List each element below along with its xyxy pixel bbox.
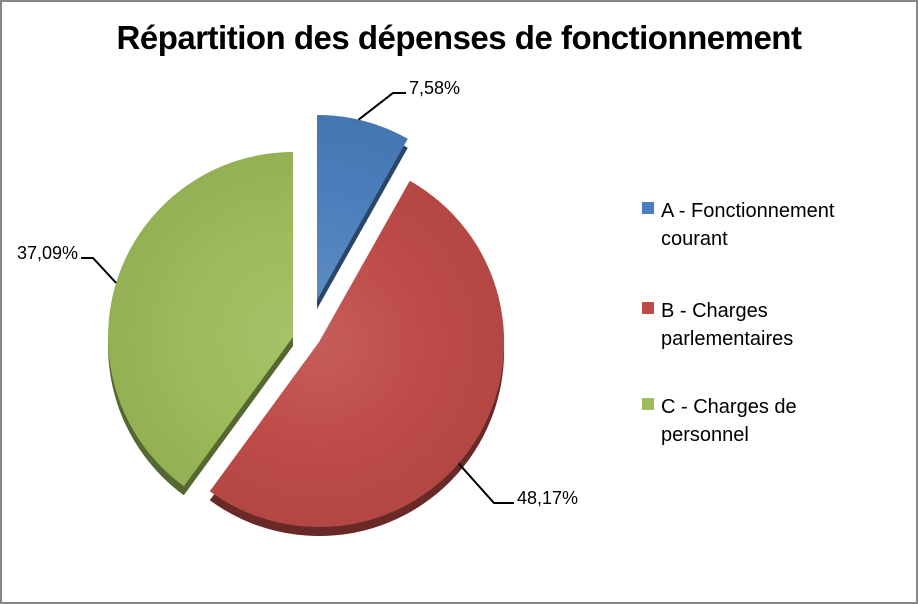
legend-label-a: A - Fonctionnement courant (661, 200, 835, 250)
legend-item-b: B - Charges parlementaires (642, 297, 793, 353)
pie-slice-a (317, 115, 408, 300)
data-label-c: 37,09% (17, 243, 78, 263)
legend-label-c: C - Charges de personnel (661, 396, 797, 446)
data-label-b: 48,17% (517, 488, 578, 508)
leader-line-b (457, 462, 514, 504)
legend-label-b: B - Charges parlementaires (661, 300, 794, 350)
leader-line-a (357, 92, 406, 121)
chart-legend: A - Fonctionnement courant B - Charges pa… (642, 2, 902, 602)
data-label-a: 7,58% (409, 78, 460, 98)
legend-swatch-c (642, 398, 654, 410)
legend-item-c: C - Charges de personnel (642, 393, 797, 449)
legend-item-a: A - Fonctionnement courant (642, 197, 834, 253)
leader-line-c (81, 257, 117, 284)
pie-slice-c (108, 152, 293, 487)
chart-title: Répartition des dépenses de fonctionneme… (116, 19, 802, 56)
legend-swatch-a (642, 202, 654, 214)
legend-swatch-b (642, 302, 654, 314)
pie-slice-b (209, 180, 505, 528)
